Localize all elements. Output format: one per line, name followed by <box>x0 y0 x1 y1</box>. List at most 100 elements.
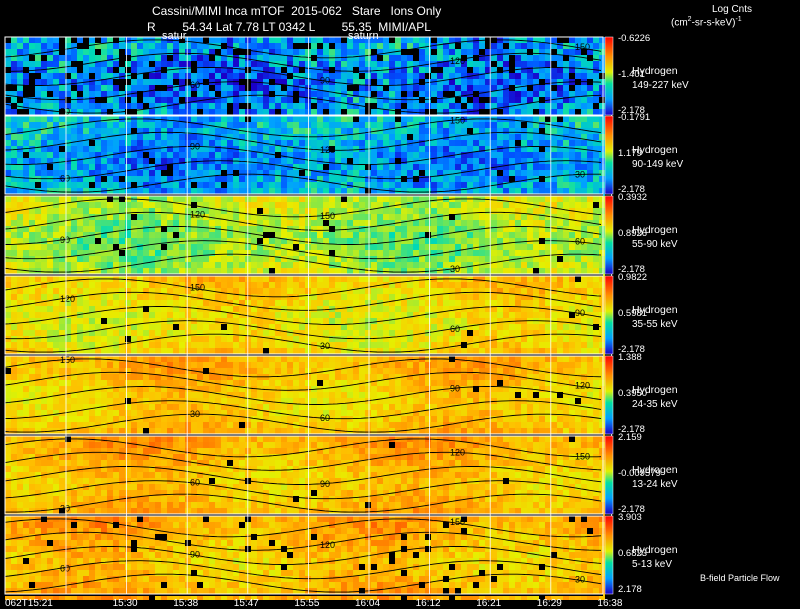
species-label: Hydrogen <box>632 144 678 156</box>
contour-label: 60 <box>320 413 330 423</box>
time-tick-label: 16:12 <box>415 598 441 609</box>
panel-frame <box>4 515 604 595</box>
colorbar-max-label: -0.1791 <box>618 112 651 123</box>
contour-label: 30 <box>60 504 70 514</box>
energy-range-label: 13-24 keV <box>632 479 678 490</box>
contour-label: 60 <box>190 478 200 488</box>
contour-label: 60 <box>450 324 460 334</box>
heatmap-panel <box>5 196 605 280</box>
contour-label: 60 <box>60 174 70 184</box>
colorbar <box>604 515 614 595</box>
contour-label: 150 <box>190 283 205 293</box>
colorbar-max-label: 1.388 <box>618 352 642 363</box>
species-label: Hydrogen <box>632 65 678 77</box>
species-label: Hydrogen <box>632 384 678 396</box>
contour-lines: 60 90 120 150 30 <box>4 517 602 593</box>
contour-label: 150 <box>575 452 590 462</box>
heatmap-panel <box>5 516 605 600</box>
species-label: Hydrogen <box>632 544 678 556</box>
colorbar-min-label: 2.178 <box>618 584 642 595</box>
colorbar <box>604 435 614 515</box>
contour-label: 150 <box>60 355 75 365</box>
contour-label: 120 <box>450 447 465 457</box>
species-label: Hydrogen <box>632 464 678 476</box>
time-tick-label: 062T15:21 <box>5 598 53 609</box>
heatmap-panel <box>5 436 605 520</box>
energy-range-label: 90-149 keV <box>632 159 684 170</box>
energy-range-label: 55-90 keV <box>632 239 678 250</box>
contour-label: 60 <box>190 80 200 90</box>
colorbar-mid-label: 0.6823 <box>618 548 648 559</box>
contour-label: 60 <box>575 237 585 247</box>
contour-label: 120 <box>190 210 205 220</box>
chart-title: Cassini/MIMI Inca mTOF 2015-062 Stare Io… <box>152 4 442 18</box>
panel-frame <box>4 115 604 195</box>
contour-label: 90 <box>60 235 70 245</box>
contour-lines: 30 60 90 120 150 <box>4 39 602 117</box>
colorbar <box>604 195 614 275</box>
contour-label: 120 <box>575 381 590 391</box>
saturn-marker-1: satur <box>162 30 187 42</box>
contour-label: 30 <box>575 575 585 585</box>
contour-label: 120 <box>320 145 335 155</box>
colorbar-min-label: -2.178 <box>618 184 645 195</box>
heatmap-panel <box>5 356 605 440</box>
contour-lines: 120 150 30 60 90 <box>4 278 602 353</box>
colorbar-mid-label: 0.8926 <box>618 228 648 239</box>
panel-frame <box>4 195 604 275</box>
contour-label: 120 <box>320 540 335 550</box>
energy-range-label: 149-227 keV <box>632 80 689 91</box>
time-tick-label: 15:47 <box>233 598 259 609</box>
chart-subtitle: R 54.34 Lat 7.78 LT 0342 L 55.35 MIMI/AP… <box>147 20 431 34</box>
colorbar-mid-label: 0.5981 <box>618 308 648 319</box>
contour-label: 150 <box>450 517 465 527</box>
colorbar-max-label: 3.903 <box>618 512 642 523</box>
contour-lines: 150 30 60 90 120 <box>4 355 602 433</box>
colorbar-max-label: 0.3932 <box>618 192 648 203</box>
colorbar <box>604 36 614 116</box>
colorbar <box>604 115 614 195</box>
heatmap-panel <box>5 116 605 200</box>
time-tick-label: 16:21 <box>476 598 502 609</box>
contour-label: 30 <box>60 107 70 117</box>
contour-label: 90 <box>190 142 200 152</box>
colorbar <box>604 355 614 435</box>
panel-frame <box>4 435 604 515</box>
contour-label: 120 <box>60 294 75 304</box>
colorbar-title: Log Cnts <box>712 4 753 15</box>
contour-label: 150 <box>575 42 590 52</box>
time-tick-label: 15:38 <box>173 598 199 609</box>
time-tick-label: 15:30 <box>112 598 138 609</box>
contour-label: 30 <box>575 170 585 180</box>
species-label: Hydrogen <box>632 304 678 316</box>
colorbar-min-label: -2.178 <box>618 424 645 435</box>
colorbar-mid-label: -0.009579 <box>618 468 661 479</box>
contour-label: 90 <box>320 75 330 85</box>
energy-range-label: 24-35 keV <box>632 399 678 410</box>
heatmap-panel <box>5 276 605 360</box>
contour-label: 30 <box>190 409 200 419</box>
colorbar <box>604 275 614 355</box>
time-tick-label: 15:55 <box>294 598 320 609</box>
energy-range-label: 35-55 keV <box>632 319 678 330</box>
contour-lines: 30 60 90 120 150 <box>4 438 602 514</box>
contour-lines: 90 120 150 30 60 <box>4 198 602 274</box>
colorbar-min-label: -2.178 <box>618 264 645 275</box>
contour-label: 150 <box>450 115 465 125</box>
contour-label: 60 <box>60 563 70 573</box>
colorbar-mid-label: 1.179 <box>618 148 642 159</box>
contour-label: 30 <box>320 341 330 351</box>
colorbar-min-label: -2.178 <box>618 504 645 515</box>
colorbar-max-label: 2.159 <box>618 432 642 443</box>
colorbar-units: (cm2-sr-s-keV)-1 <box>671 16 742 29</box>
panel-frame <box>4 36 604 116</box>
colorbar-max-label: -0.6226 <box>618 33 651 44</box>
contour-label: 30 <box>450 264 460 274</box>
panel-frame <box>4 275 604 355</box>
energy-range-label: 5-13 keV <box>632 559 673 570</box>
panel-frame <box>4 355 604 435</box>
contour-label: 90 <box>320 479 330 489</box>
species-label: Hydrogen <box>632 224 678 236</box>
flow-label: B-field Particle Flow <box>700 573 780 583</box>
